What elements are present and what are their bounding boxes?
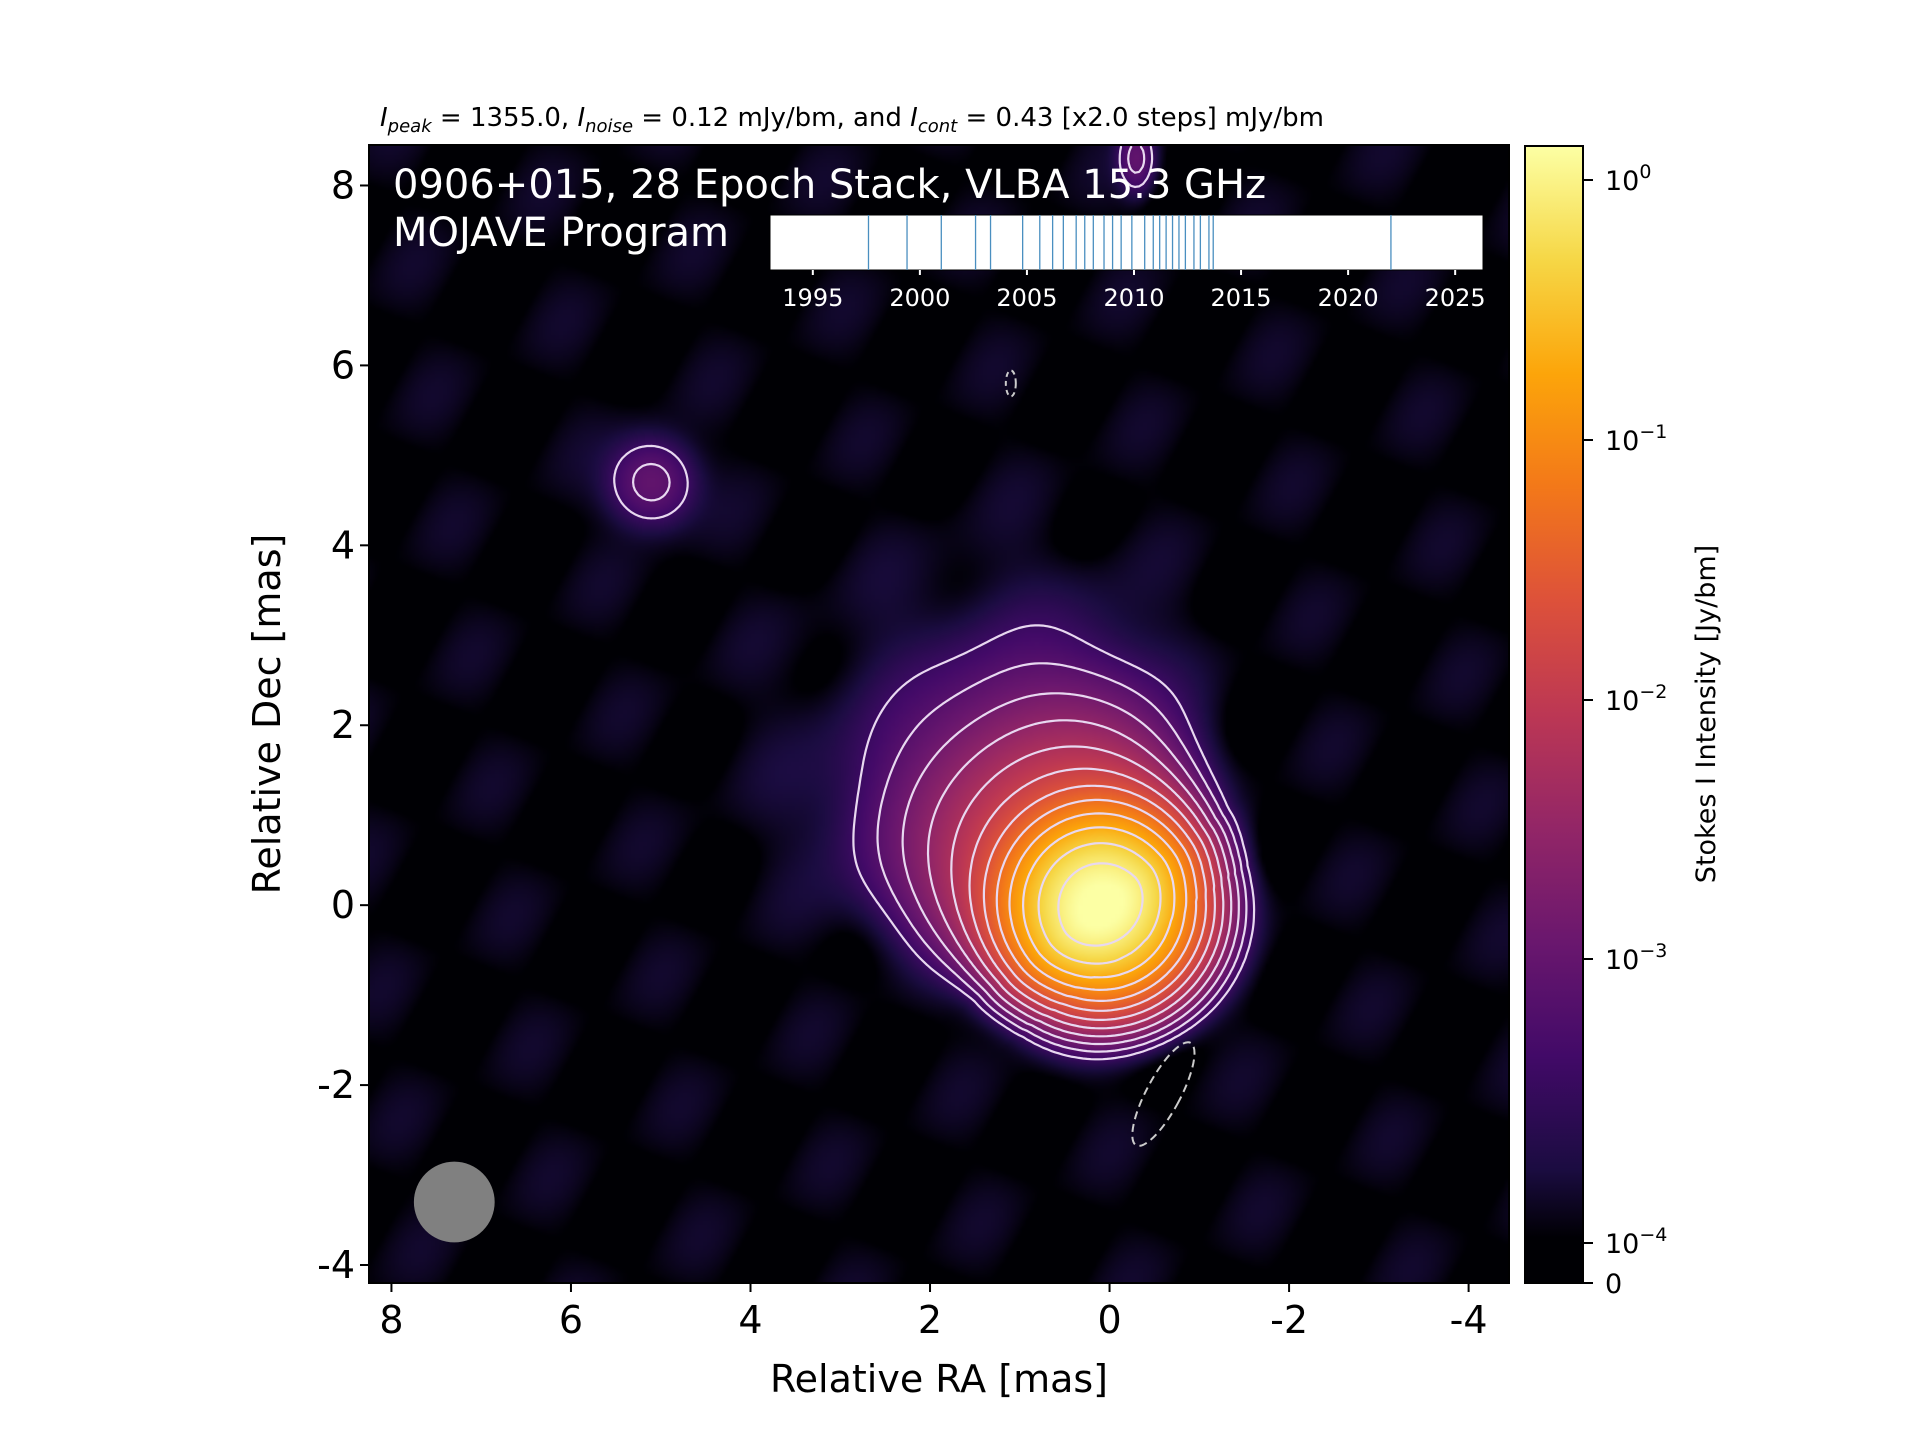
y-axis: -4 -2 0 2 4 6 8 (317, 163, 369, 1287)
colorbar-tick-exponent: −4 (1639, 1224, 1667, 1246)
timeline-tick-label: 2015 (1211, 284, 1272, 312)
contour-level (1022, 826, 1176, 979)
x-tick-label: 4 (738, 1298, 762, 1342)
contour-level (950, 745, 1225, 1030)
y-axis-label: Relative Dec [mas] (245, 534, 289, 895)
plot-frame (368, 144, 1510, 1284)
colorbar-tick-base: 10 (1605, 166, 1639, 197)
x-axis: 8 6 4 2 0 -2 -4 (379, 1283, 1488, 1342)
epoch-timeline: 1995 2000 2005 2010 2015 2020 2025 (769, 214, 1486, 312)
peak-value: = 1355.0, (432, 103, 578, 133)
timeline-tick-label: 1995 (782, 284, 843, 312)
x-tick-label: -2 (1270, 1298, 1308, 1342)
x-tick-label: 8 (379, 1298, 403, 1342)
contour-layer (613, 145, 1256, 1147)
timeline-ticks: 1995 2000 2005 2010 2015 2020 2025 (782, 270, 1486, 312)
y-tick-label: 4 (331, 523, 355, 567)
beam-ellipse (413, 1161, 495, 1243)
colorbar-tick-exponent: −3 (1639, 940, 1667, 962)
y-tick-label: 8 (331, 163, 355, 207)
colorbar-tick-base: 10 (1605, 426, 1639, 457)
x-tick-label: -4 (1450, 1298, 1488, 1342)
header-stats: Ipeak = 1355.0, Inoise = 0.12 mJy/bm, an… (380, 103, 1324, 137)
timeline-tick-label: 2025 (1425, 284, 1486, 312)
colorbar-tick-label: 10−4 (1605, 1224, 1667, 1260)
x-tick-label: 0 (1097, 1298, 1121, 1342)
timeline-epoch-lines (867, 215, 1392, 270)
colorbar-tick-label: 100 (1605, 161, 1651, 197)
plot-subtitle: MOJAVE Program (393, 210, 729, 256)
y-tick-label: -4 (317, 1243, 355, 1287)
negative-contour (1131, 1041, 1196, 1147)
contour-level (632, 145, 1248, 1053)
colorbar-tick-label: 10−3 (1605, 940, 1667, 976)
colorbar-tick-base: 0 (1605, 1269, 1622, 1300)
colorbar-gradient (1525, 146, 1583, 1283)
timeline-tick-label: 2005 (996, 284, 1057, 312)
y-tick-label: 6 (331, 343, 355, 387)
noise-subscript: noise (585, 116, 633, 137)
timeline-tick-label: 2020 (1318, 284, 1379, 312)
contour-level (982, 784, 1208, 1012)
contour-level (901, 692, 1240, 1046)
colorbar-tick-label: 10−1 (1605, 421, 1667, 457)
cont-symbol: I (910, 103, 918, 133)
contour-level (1008, 812, 1188, 991)
cont-value: = 0.43 [x2.0 steps] mJy/bm (957, 103, 1324, 133)
contour-level (613, 145, 1256, 1061)
peak-subscript: peak (387, 116, 434, 137)
x-axis-label: Relative RA [mas] (770, 1357, 1108, 1401)
plot-title: 0906+015, 28 Epoch Stack, VLBA 15.3 GHz (393, 162, 1266, 208)
y-tick-label: 2 (331, 703, 355, 747)
contour-level (1037, 842, 1162, 965)
colorbar-tick-label: 10−2 (1605, 681, 1667, 717)
y-tick-label: 0 (331, 883, 355, 927)
colorbar-frame (1524, 145, 1584, 1284)
colorbar-label: Stokes I Intensity [Jy/bm] (1691, 545, 1722, 883)
peak-symbol: I (380, 103, 388, 133)
timeline-tick-label: 2000 (889, 284, 950, 312)
timeline-box (769, 214, 1484, 271)
noise-value: = 0.12 mJy/bm, and (633, 103, 910, 133)
timeline-tick-label: 2010 (1103, 284, 1164, 312)
x-tick-label: 2 (918, 1298, 942, 1342)
colorbar-tick-label: 0 (1605, 1269, 1622, 1300)
colorbar-tick-base: 10 (1605, 945, 1639, 976)
x-tick-label: 6 (559, 1298, 583, 1342)
y-tick-label: -2 (317, 1063, 355, 1107)
negative-contour (1004, 369, 1017, 398)
noise-symbol: I (577, 103, 585, 133)
colorbar-tick-base: 10 (1605, 1229, 1639, 1260)
image-plot (368, 144, 1510, 1284)
colorbar-tick-exponent: −1 (1639, 421, 1667, 443)
contour-level (968, 767, 1216, 1021)
colorbar-tick-exponent: 0 (1639, 161, 1651, 183)
colorbar-tick-exponent: −2 (1639, 681, 1667, 703)
contour-level (1057, 862, 1144, 947)
intensity-map (369, 145, 1509, 1283)
cont-subscript: cont (918, 116, 958, 137)
contour-level (995, 798, 1198, 1002)
contour-level (926, 719, 1233, 1038)
colorbar-tick-base: 10 (1605, 686, 1639, 717)
